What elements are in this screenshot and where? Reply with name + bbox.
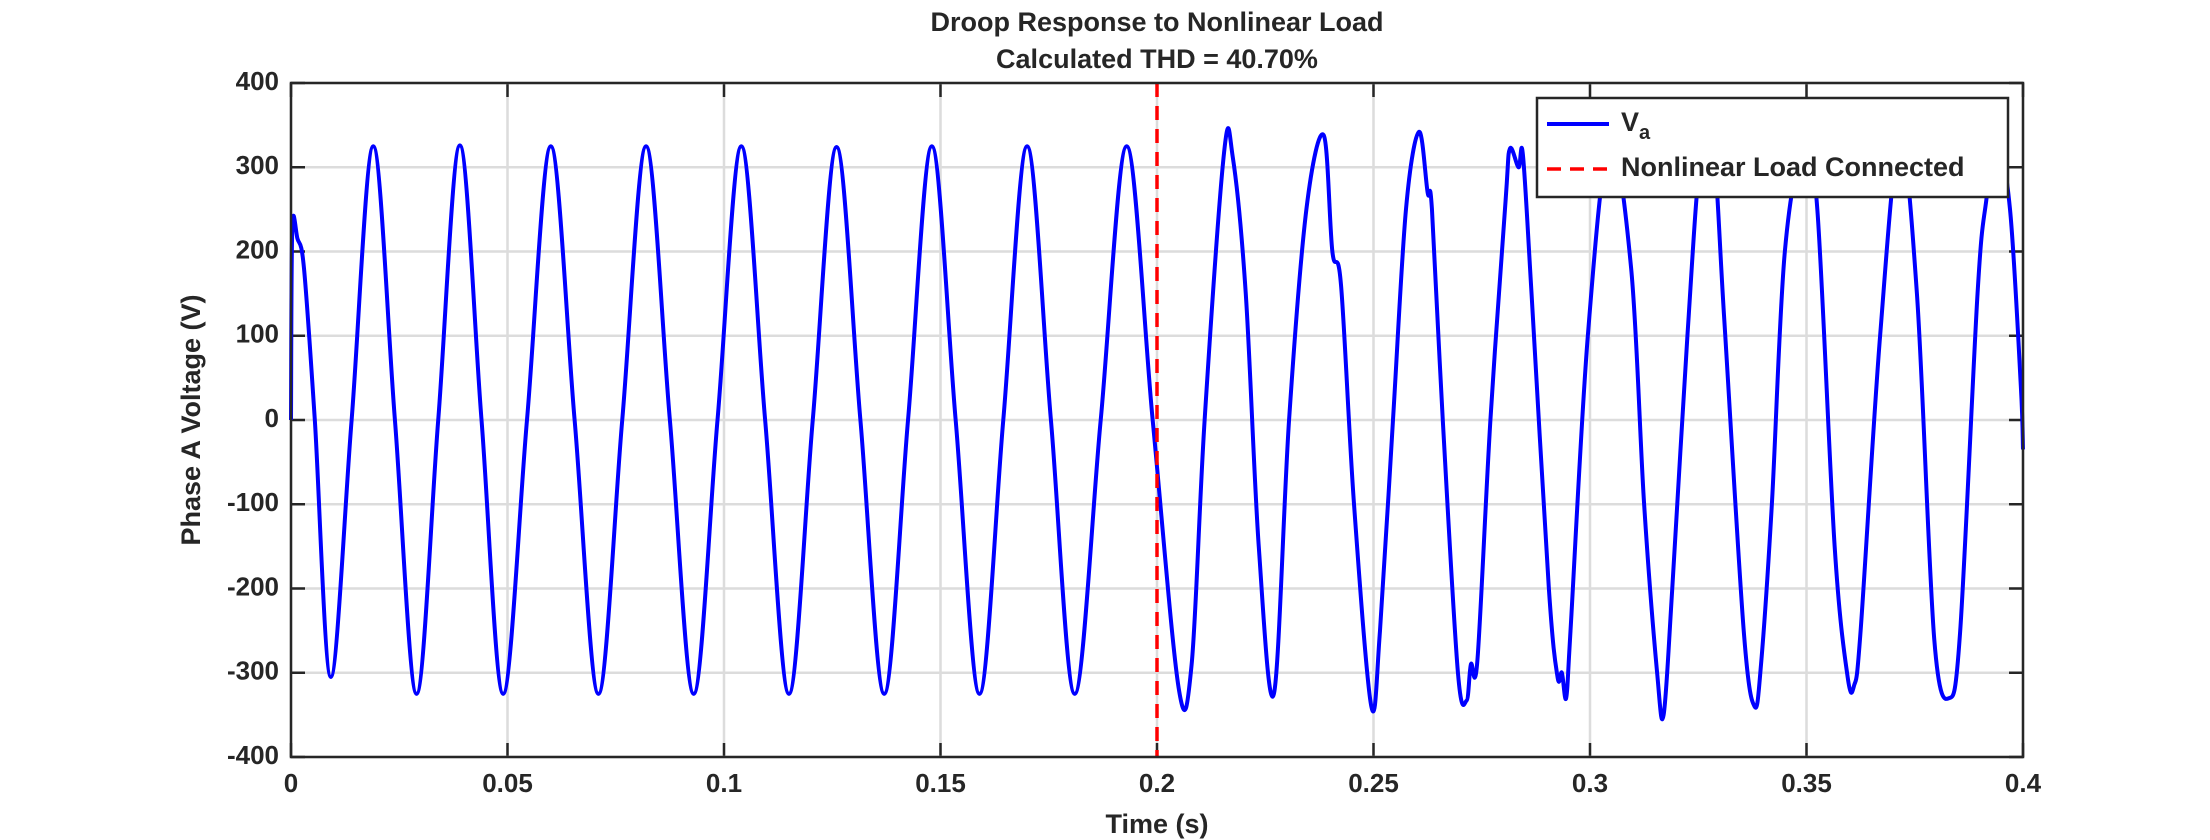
x-tick-label: 0.35 <box>1781 768 1832 798</box>
y-tick-label: -400 <box>227 740 279 770</box>
legend-label: Va <box>1621 107 1651 144</box>
axes-box <box>289 81 2025 759</box>
y-tick-label: 100 <box>236 319 279 349</box>
legend-label-sub: a <box>1639 122 1651 144</box>
legend-box <box>1535 96 2010 199</box>
y-tick-label: 200 <box>236 234 279 264</box>
legend-label: Nonlinear Load Connected <box>1621 152 1965 182</box>
y-tick-label: -100 <box>227 487 279 517</box>
y-tick-label: 0 <box>265 403 279 433</box>
y-tick-label: -200 <box>227 571 279 601</box>
x-tick-label: 0.15 <box>915 768 966 798</box>
line <box>289 126 2025 722</box>
y-tick-label: -300 <box>227 656 279 686</box>
x-axis-label: Time (s) <box>1105 809 1208 839</box>
x-tick-label: 0.05 <box>482 768 533 798</box>
x-tick-label: 0.3 <box>1572 768 1608 798</box>
legend-label-main: V <box>1621 107 1639 137</box>
y-axis-label: Phase A Voltage (V) <box>176 294 206 545</box>
x-tick-label: 0 <box>284 768 298 798</box>
x-tick-label: 0.25 <box>1348 768 1399 798</box>
y-tick-label: 400 <box>236 66 279 96</box>
y-tick-label: 300 <box>236 150 279 180</box>
chart-title: Droop Response to Nonlinear Load <box>930 7 1383 37</box>
x-tick-label: 0.4 <box>2005 768 2042 798</box>
x-tick-label: 0.2 <box>1139 768 1175 798</box>
x-tick-label: 0.1 <box>706 768 742 798</box>
chart-subtitle: Calculated THD = 40.70% <box>996 44 1318 74</box>
